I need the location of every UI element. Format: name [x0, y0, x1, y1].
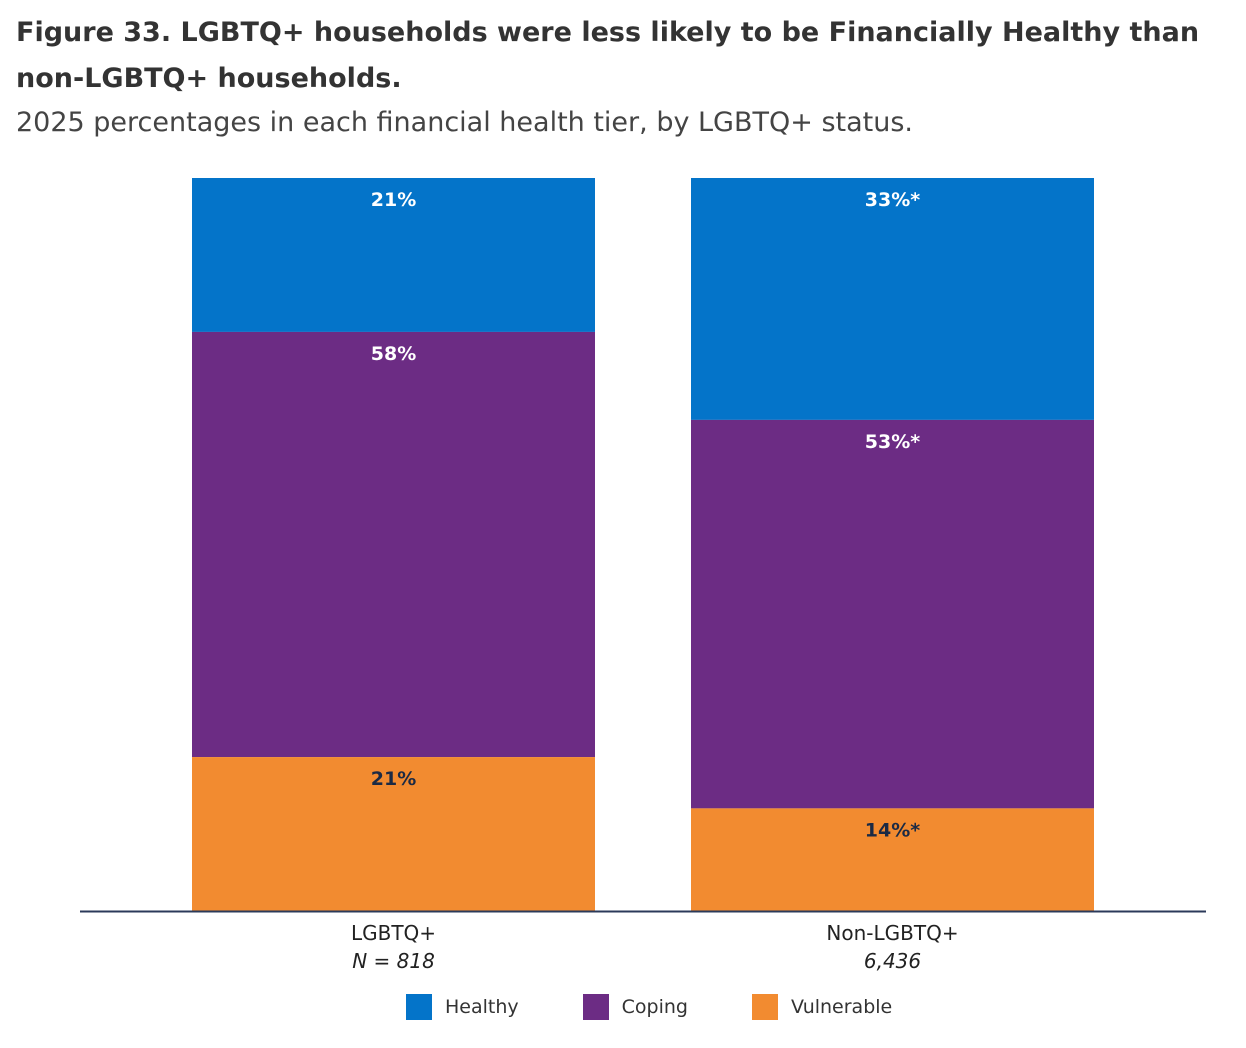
- data-label-coping-0: 58%: [371, 343, 416, 365]
- data-label-healthy-0: 21%: [371, 189, 416, 211]
- data-label-coping-1: 53%*: [865, 431, 920, 453]
- chart-title: Figure 33. LGBTQ+ households were less l…: [16, 17, 1200, 94]
- bar-healthy-1: [691, 178, 1094, 420]
- legend: Healthy Coping Vulnerable: [406, 994, 956, 1020]
- legend-item-healthy: Healthy: [406, 994, 519, 1020]
- legend-swatch-healthy: [406, 994, 432, 1020]
- legend-label-healthy: Healthy: [445, 996, 519, 1018]
- data-label-healthy-1: 33%*: [865, 189, 920, 211]
- legend-label-coping: Coping: [621, 996, 688, 1018]
- legend-item-coping: Coping: [582, 994, 688, 1020]
- stacked-bar-chart: 21% 58% 21% LGBTQ+ N = 818 33%* 53%* 14%* Non-LG…: [80, 178, 1206, 973]
- data-label-vulnerable-0: 21%: [371, 768, 416, 790]
- category-n-1: 6,436: [864, 949, 921, 973]
- legend-item-vulnerable: Vulnerable: [751, 994, 893, 1020]
- data-label-vulnerable-1: 14%*: [865, 819, 920, 841]
- legend-label-vulnerable: Vulnerable: [790, 996, 893, 1018]
- bar-coping-1: [691, 419, 1094, 809]
- bar-coping-0: [192, 331, 595, 758]
- category-n-0: N = 818: [352, 949, 435, 973]
- legend-swatch-vulnerable: [751, 994, 778, 1020]
- bar-vulnerable-0: [192, 757, 595, 911]
- chart-subtitle: 2025 percentages in each financial healt…: [16, 107, 913, 138]
- category-label-0: LGBTQ+: [351, 921, 436, 945]
- category-label-1: Non-LGBTQ+: [826, 921, 958, 945]
- bar-vulnerable-1: [691, 808, 1094, 911]
- bar-healthy-0: [192, 178, 595, 332]
- legend-swatch-coping: [582, 994, 609, 1020]
